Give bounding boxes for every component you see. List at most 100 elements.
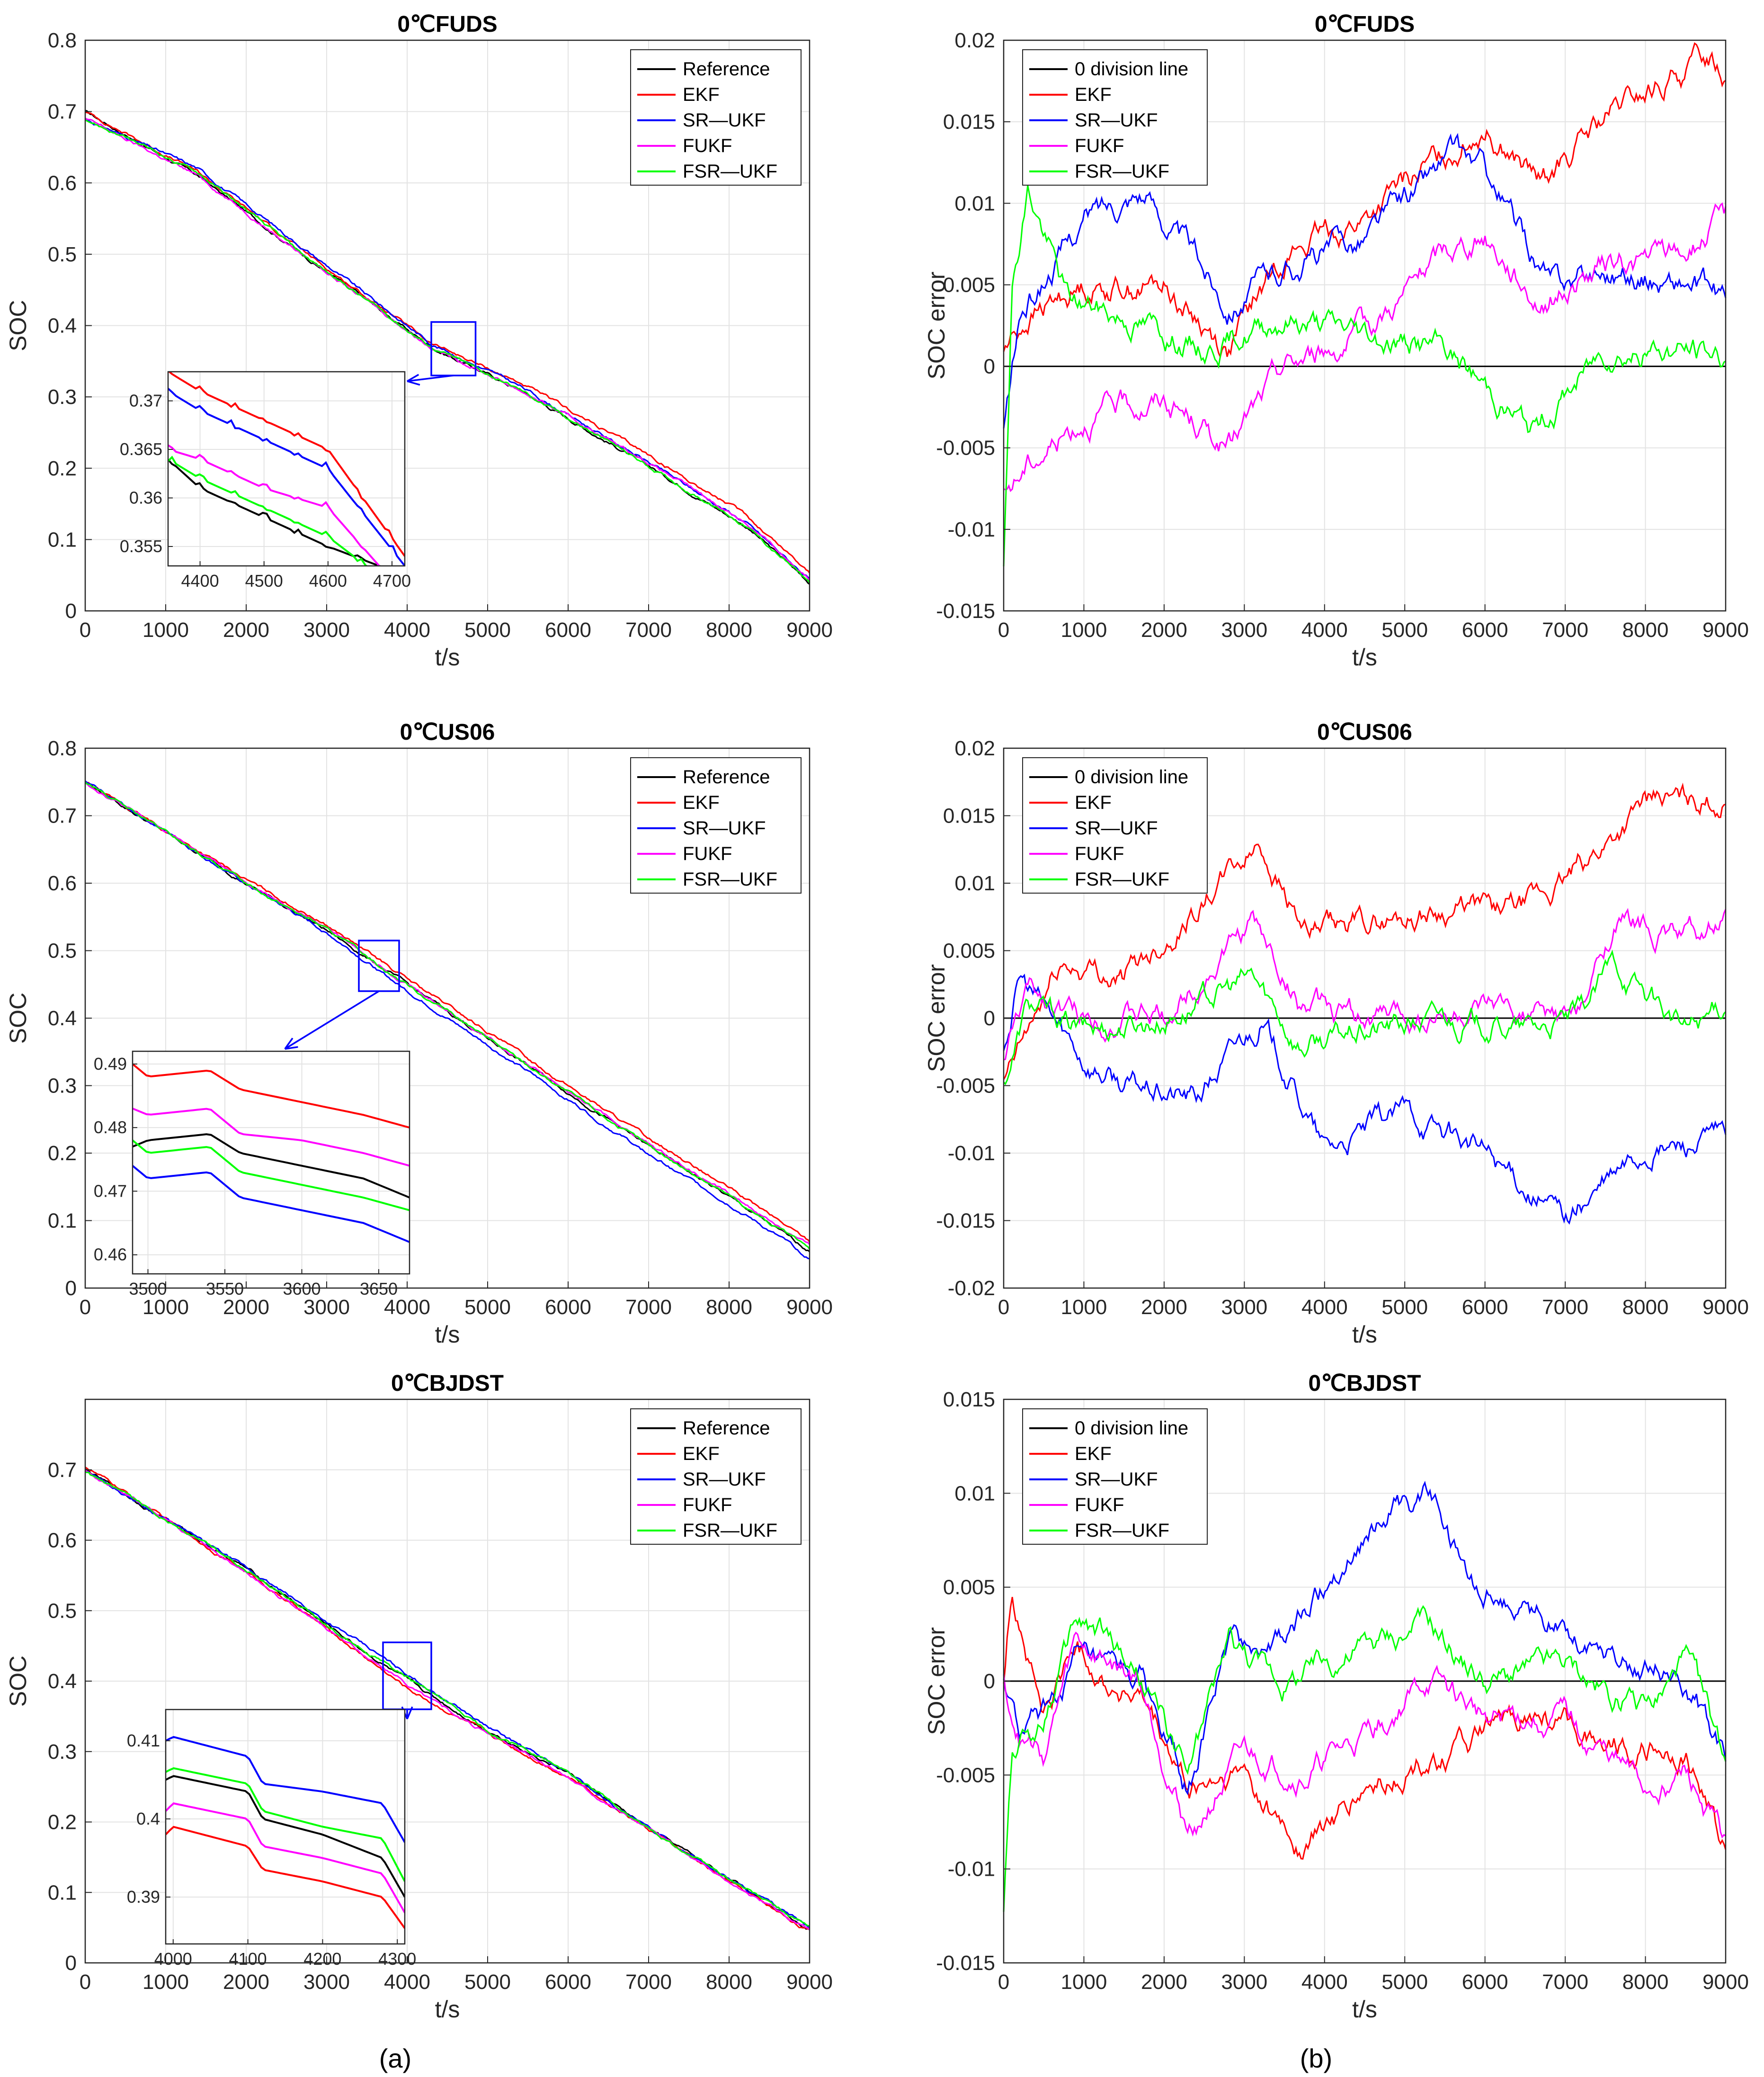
y-tick-label-6: 0.01 (954, 872, 995, 895)
x-tick-label-0: 0 (998, 1970, 1009, 1994)
inset-series-2-line (168, 388, 405, 566)
y-tick-label-6: 0.6 (48, 171, 77, 195)
series-1-line (85, 781, 811, 1243)
inset-series-1-line (166, 1826, 405, 1929)
x-tick-label-2: 2000 (223, 618, 269, 642)
legend-label-4: FSR—UKF (683, 1520, 777, 1541)
inset-y-tick-label-2: 0.48 (94, 1118, 127, 1137)
y-tick-label-7: 0.02 (954, 29, 995, 52)
y-tick-label-4: 0.4 (48, 1007, 77, 1030)
x-tick-label-7: 7000 (1542, 618, 1588, 642)
x-tick-label-9: 9000 (1702, 1296, 1749, 1319)
inset-series-4-line (168, 456, 368, 566)
series-2-line (1003, 133, 1727, 429)
y-tick-label-1: 0.1 (48, 1881, 77, 1904)
inset-y-tick-label-2: 0.365 (120, 439, 162, 459)
chart-5: 0 1000 2000 3000 4000 5000 6000 7000 8000 9000 -0.… (923, 1371, 1749, 2023)
y-tick-label-3: 0 (984, 1670, 995, 1693)
legend-label-1: EKF (1075, 1443, 1112, 1464)
y-tick-label-0: -0.02 (948, 1277, 995, 1300)
x-tick-label-3: 3000 (1221, 1970, 1267, 1994)
x-tick-label-8: 8000 (1622, 618, 1669, 642)
y-tick-label-8: 0.02 (954, 737, 995, 760)
inset-x-tick-label-3: 3650 (360, 1279, 398, 1298)
inset-frame (167, 371, 406, 567)
x-axis-label: t/s (1352, 644, 1377, 671)
inset-series-4-line (133, 1139, 410, 1211)
y-tick-label-8: 0.8 (48, 29, 77, 52)
inset-series (166, 1736, 405, 1929)
zoom-arrow-head (284, 1038, 298, 1050)
series-2-line (85, 118, 810, 579)
legend: 0 division line EKF SR—UKF FUKF FSR—UKF (1022, 1408, 1208, 1545)
series-4-line (1003, 1605, 1727, 1912)
x-axis-label: t/s (1352, 1996, 1377, 2023)
y-tick-label-4: 0.005 (943, 1576, 995, 1599)
x-tick-label-6: 6000 (545, 1970, 591, 1994)
x-axis-label: t/s (435, 1321, 460, 1348)
y-tick-label-4: 0.4 (48, 314, 77, 338)
legend-label-3: FUKF (1075, 1495, 1124, 1515)
inset-x-tick-label-3: 4300 (378, 1949, 416, 1969)
x-tick-label-4: 4000 (1301, 1970, 1348, 1994)
x-tick-label-6: 6000 (545, 618, 591, 642)
inset-x-tick-label-1: 4500 (245, 571, 283, 591)
inset: 4400 4500 4600 4700 0.355 0.36 0.365 0.37 (120, 321, 477, 591)
series-4-line (1003, 949, 1727, 1085)
x-tick-label-6: 6000 (1462, 618, 1508, 642)
zoom-arrow-head (407, 374, 420, 386)
y-tick-label-0: 0 (65, 1277, 77, 1300)
x-tick-label-0: 0 (80, 1970, 91, 1994)
y-tick-label-3: 0.3 (48, 1740, 77, 1764)
series-3-line (1003, 202, 1727, 492)
y-tick-label-4: 0.4 (48, 1670, 77, 1693)
legend-label-0: Reference (683, 59, 770, 80)
legend-box (1022, 49, 1208, 186)
inset-x-tick-label-1: 3550 (206, 1279, 244, 1298)
legend: 0 division line EKF SR—UKF FUKF FSR—UKF (1022, 757, 1208, 894)
legend-label-0: 0 division line (1075, 59, 1188, 80)
y-tick-label-6: 0.6 (48, 872, 77, 895)
legend-label-1: EKF (683, 84, 720, 105)
x-tick-label-8: 8000 (706, 1970, 752, 1994)
legend-label-3: FUKF (683, 1495, 732, 1515)
x-tick-label-5: 5000 (1381, 618, 1428, 642)
x-tick-label-9: 9000 (1702, 1970, 1749, 1994)
inset-area (166, 1710, 405, 1944)
x-tick-label-8: 8000 (706, 618, 752, 642)
y-tick-label-5: 0.01 (954, 1482, 995, 1505)
y-tick-label-1: -0.01 (948, 1858, 995, 1881)
inset-area (133, 1051, 410, 1274)
inset-y-tick-label-3: 0.49 (94, 1054, 127, 1074)
x-tick-label-2: 2000 (223, 1296, 269, 1319)
inset-x-tick-label-0: 4000 (154, 1949, 192, 1969)
x-tick-label-9: 9000 (1702, 618, 1749, 642)
legend: Reference EKF SR—UKF FUKF FSR—UKF (630, 1408, 802, 1545)
zoom-arrow-shaft (284, 990, 380, 1050)
x-tick-label-5: 5000 (464, 1296, 511, 1319)
x-tick-label-9: 9000 (786, 618, 833, 642)
inset-series-1-line (133, 1063, 410, 1129)
inset-series-3-line (133, 1108, 410, 1167)
inset-x-tick-label-3: 4700 (373, 571, 411, 591)
inset-series-2-line (166, 1736, 405, 1843)
x-axis-label: t/s (435, 1996, 460, 2023)
y-tick-label-6: 0.015 (943, 110, 995, 134)
y-axis-label: SOC error (923, 272, 950, 380)
inset-series-4-line (166, 1767, 405, 1882)
legend-label-4: FSR—UKF (1075, 1520, 1169, 1541)
panel-label-a: (a) (379, 2043, 411, 2073)
chart-title: 0℃US06 (400, 720, 495, 745)
y-tick-label-5: 0.5 (48, 940, 77, 963)
legend-label-2: SR—UKF (1075, 818, 1158, 839)
legend-box (630, 757, 802, 894)
x-tick-label-2: 2000 (223, 1970, 269, 1994)
chart-title: 0℃FUDS (397, 12, 497, 37)
y-tick-label-1: -0.01 (948, 518, 995, 541)
x-tick-label-7: 7000 (625, 1296, 672, 1319)
inset-x-tick-label-0: 3500 (129, 1279, 167, 1298)
y-tick-label-6: 0.6 (48, 1529, 77, 1552)
legend-label-3: FUKF (683, 135, 732, 156)
y-tick-label-2: 0.2 (48, 1811, 77, 1834)
x-tick-label-6: 6000 (1462, 1296, 1508, 1319)
